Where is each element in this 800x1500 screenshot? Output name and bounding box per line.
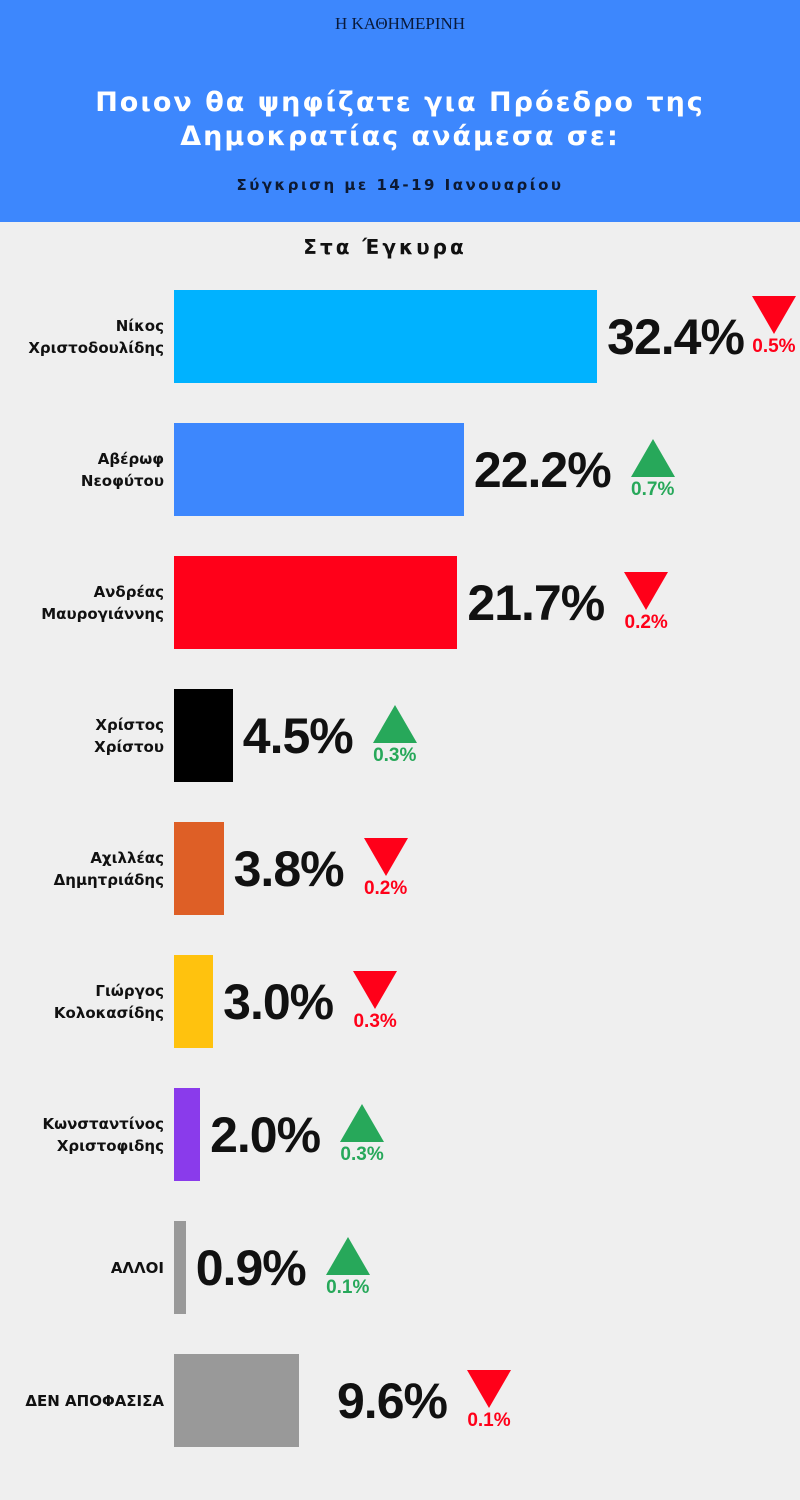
bar [174,689,233,782]
change-label: 0.2% [624,611,668,633]
header: Η ΚΑΘΗΜΕΡΙΝΗ Ποιον θα ψηφίζατε για Πρόεδ… [0,0,800,222]
category-label: Κωνσταντίνος Χριστοφιδης [42,1114,165,1155]
triangle-up-icon [325,1236,370,1275]
bar [174,290,598,383]
change-indicator: 0.3% [334,1103,390,1166]
value-label: 2.0% [210,1106,321,1163]
change-indicator: 0.5% [746,295,800,358]
section-heading: Στα Έγκυρα [303,235,467,259]
bar [174,1221,186,1314]
value-label: 4.5% [242,707,354,764]
category-label: Χρίστος Χρίστου [94,715,164,756]
change-indicator: 0.7% [625,438,681,501]
bar-row: Ανδρέας Μαυρογιάννης 21.7% 0.2% [0,556,800,649]
change-indicator: 0.2% [618,571,674,634]
value-label: 9.6% [337,1372,448,1429]
change-indicator: 0.3% [367,704,423,767]
triangle-up-icon [372,704,417,743]
chart-title: Ποιον θα ψηφίζατε για Πρόεδρο της Δημοκρ… [95,87,705,152]
change-label: 0.2% [363,877,408,899]
change-indicator: 0.2% [358,837,414,900]
triangle-down-icon [466,1369,511,1408]
bar [174,1088,201,1181]
bar [174,423,464,516]
category-label: Νίκος Χριστοδουλίδης [28,316,164,357]
value-label: 32.4% [607,308,745,365]
triangle-down-icon [751,295,796,334]
category-label: Ανδρέας Μαυρογιάννης [41,582,164,623]
bar [174,955,214,1048]
bar-row: Αχιλλέας Δημητριάδης 3.8% 0.2% [0,822,800,915]
bar-row: Κωνσταντίνος Χριστοφιδης 2.0% 0.3% [0,1088,800,1181]
change-label: 0.3% [340,1143,384,1165]
value-label: 3.0% [223,973,334,1030]
chart-subtitle: Σύγκριση με 14-19 Ιανουαρίου [236,176,564,194]
change-indicator: 0.1% [461,1369,517,1432]
change-indicator: 0.3% [347,970,403,1033]
value-label: 22.2% [473,441,612,498]
change-label: 0.1% [467,1409,511,1431]
change-indicator: 0.1% [320,1236,376,1299]
bar [174,1354,300,1447]
bar-row: ΔΕΝ ΑΠΟΦΑΣΙΣΑ 9.6% 0.1% [0,1354,800,1447]
logo: Η ΚΑΘΗΜΕΡΙΝΗ [334,14,466,33]
triangle-up-icon [630,438,675,477]
value-label: 3.8% [233,840,345,897]
change-label: 0.3% [373,744,417,766]
bar-row: Νίκος Χριστοδουλίδης 32.4% 0.5% [0,290,800,383]
change-label: 0.1% [326,1276,370,1298]
bar-row: Αβέρωφ Νεοφύτου 22.2% 0.7% [0,423,800,516]
category-label: Γιώργος Κολοκασίδης [53,981,164,1022]
triangle-down-icon [353,970,398,1009]
category-label: Αχιλλέας Δημητριάδης [53,848,164,889]
bar-row: Γιώργος Κολοκασίδης 3.0% 0.3% [0,955,800,1048]
category-label: Αβέρωφ Νεοφύτου [80,449,164,490]
category-label: ΑΛΛΟΙ [110,1258,164,1277]
change-label: 0.7% [631,478,675,500]
triangle-down-icon [624,571,669,610]
change-label: 0.3% [353,1010,397,1032]
value-label: 21.7% [467,574,605,631]
bar [174,556,458,649]
triangle-up-icon [340,1103,385,1142]
triangle-down-icon [363,837,408,876]
bar-row: Χρίστος Χρίστου 4.5% 0.3% [0,689,800,782]
change-label: 0.5% [752,335,796,357]
value-label: 0.9% [195,1239,307,1296]
category-label: ΔΕΝ ΑΠΟΦΑΣΙΣΑ [25,1391,164,1410]
bar-row: ΑΛΛΟΙ 0.9% 0.1% [0,1221,800,1314]
bar [174,822,224,915]
